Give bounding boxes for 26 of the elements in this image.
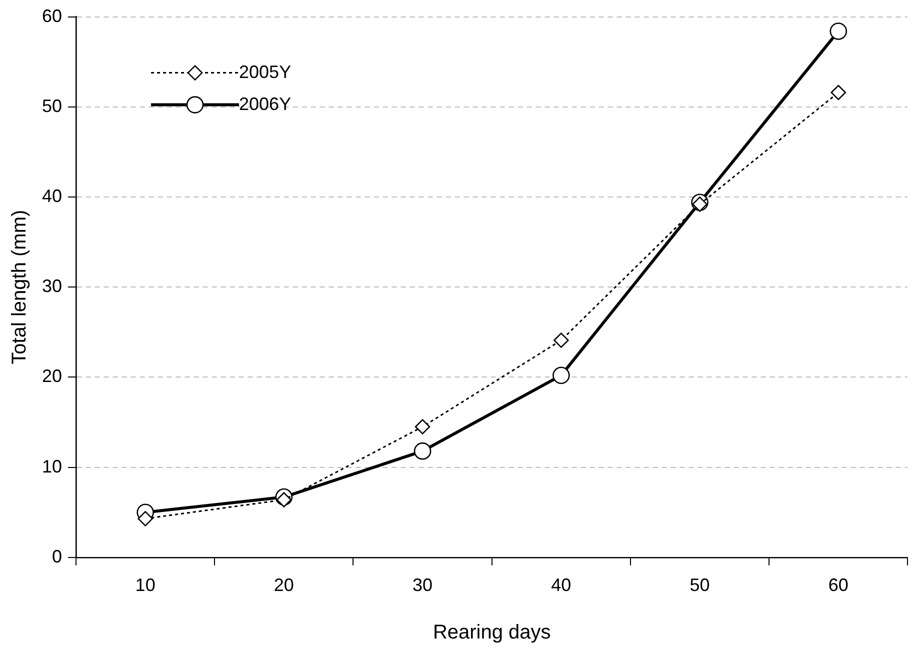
point bbox=[414, 442, 432, 460]
point bbox=[830, 22, 848, 40]
x-tick-label: 30 bbox=[412, 575, 433, 596]
y-tick-label: 20 bbox=[42, 366, 62, 386]
y-tick-label: 40 bbox=[42, 186, 62, 206]
y-axis-title: Total length (mm) bbox=[8, 210, 31, 364]
y-tick-label: 50 bbox=[42, 96, 62, 116]
x-axis-title: Rearing days bbox=[432, 622, 551, 644]
legend-label: 2005Y bbox=[239, 62, 292, 82]
point bbox=[414, 419, 430, 434]
y-tick-label: 0 bbox=[52, 546, 62, 566]
x-tick-label: 10 bbox=[135, 575, 156, 596]
x-tick-label: 50 bbox=[690, 575, 710, 596]
y-tick-label: 10 bbox=[42, 456, 62, 476]
point bbox=[692, 196, 708, 212]
y-tick-label: 30 bbox=[42, 276, 62, 296]
x-tick-label: 60 bbox=[828, 575, 848, 596]
legend-label: 2006Y bbox=[239, 94, 292, 114]
point bbox=[554, 332, 569, 348]
y-tick-label: 60 bbox=[42, 6, 62, 26]
point bbox=[830, 84, 846, 100]
point bbox=[138, 511, 153, 526]
point bbox=[276, 492, 292, 508]
x-tick-label: 40 bbox=[551, 575, 572, 596]
x-tick-label: 20 bbox=[274, 575, 294, 596]
point bbox=[552, 366, 570, 384]
